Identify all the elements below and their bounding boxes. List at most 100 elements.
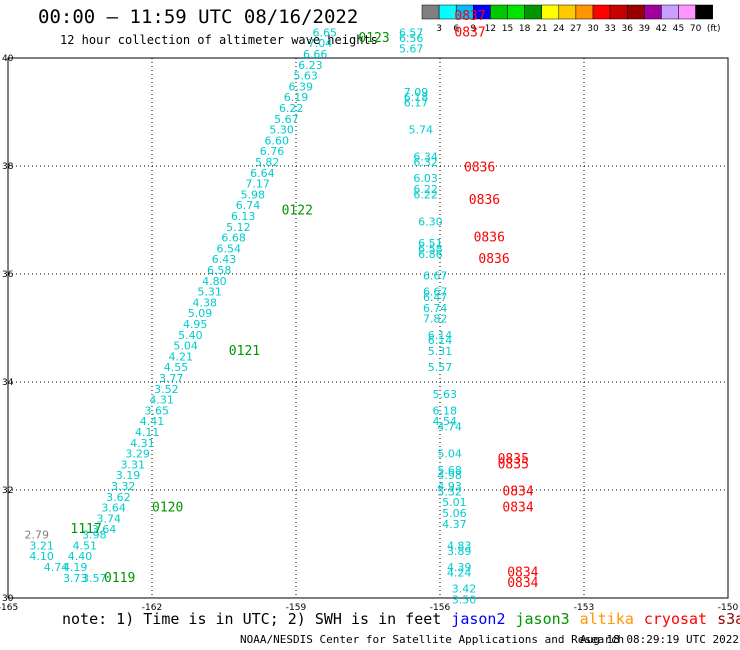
swh-value: 5.67 (274, 113, 299, 126)
y-tick-label: 30 (2, 594, 14, 604)
colorbar-label: 39 (639, 24, 651, 34)
swh-value: 6.58 (207, 264, 232, 277)
plot-frame (7, 57, 729, 599)
time-label: 0836 (474, 231, 505, 246)
swh-value: 6.18 (433, 404, 458, 417)
x-tick-label: -162 (142, 603, 162, 613)
swh-value: 4.74 (44, 561, 69, 574)
time-label: 0834 (502, 484, 533, 499)
swh-value: 7.17 (245, 178, 270, 191)
swh-value-labels: 3.733.574.744.194.10 4.403.21 4.513.983.64… (25, 26, 477, 606)
time-label: 0123 (358, 31, 389, 46)
swh-value: 6.65 (313, 26, 338, 39)
colorbar-swatch (507, 4, 525, 20)
swh-value: 6.57 (399, 26, 424, 39)
plot-border (7, 57, 729, 599)
y-tick-label: 32 (2, 486, 13, 496)
satellite-legend-jason3: jason3 (515, 610, 570, 628)
swh-value: 3.50 (452, 593, 477, 606)
satellite-legend-s3a: s3a (717, 610, 740, 628)
colorbar-swatch (695, 4, 713, 20)
swh-value: 4.41 (140, 415, 165, 428)
swh-value: 5.01 (442, 496, 467, 509)
colorbar-label: 18 (519, 24, 531, 34)
colorbar-label: 30 (587, 24, 599, 34)
swh-value: 6.58 (418, 242, 443, 255)
swh-value: 5.12 (226, 221, 251, 234)
swh-value: 5.63 (433, 388, 458, 401)
colorbar-label: 21 (536, 24, 547, 34)
swh-value: 5.30 (269, 124, 294, 137)
swh-value: 3.62 (106, 491, 131, 504)
y-tick-label: 36 (2, 270, 14, 280)
swh-value: 4.98 (437, 469, 462, 482)
footer-timestamp: Aug 18 08:29:19 UTC 2022 (580, 633, 739, 646)
swh-value: 3.21 (29, 539, 54, 552)
swh-value: 6.14 (428, 334, 453, 347)
time-label: 0837 (454, 25, 485, 40)
swh-value: 7.04 (308, 37, 333, 50)
colorbar-label: 36 (621, 24, 633, 34)
swh-value: 4.38 (193, 296, 218, 309)
time-label: 0119 (104, 571, 135, 586)
chart-title: 00:00 – 11:59 UTC 08/16/2022 (38, 6, 359, 28)
colorbar-swatch (575, 4, 594, 20)
y-tick-label: 40 (2, 54, 14, 64)
swh-value: 5.04 (173, 340, 198, 353)
satellite-legend-jason2: jason2 (451, 610, 506, 628)
colorbar-label: 27 (570, 24, 581, 34)
axis-tick-labels: -165 -162 -159 -156 -153 -150 30 32 34 36 38 40 (0, 54, 738, 613)
swh-value: 5.40 (178, 329, 203, 342)
x-tick-label: -153 (574, 603, 594, 613)
swh-value: 6.03 (413, 172, 438, 185)
swh-value: 4.80 (202, 275, 227, 288)
swh-value: 6.66 (303, 48, 328, 61)
swh-value: 6.19 (284, 91, 309, 104)
swh-value: 4.39 (447, 561, 472, 574)
swh-value: 6.32 (413, 156, 438, 169)
satellite-legend-cryosat: cryosat (643, 610, 708, 628)
colorbar-swatch (524, 4, 542, 20)
colorbar-label: 12 (485, 24, 496, 34)
swh-value: 6.68 (221, 232, 246, 245)
swh-value: 6.34 (413, 151, 438, 164)
swh-value: 6.47 (423, 291, 448, 304)
y-tick-label: 34 (2, 378, 14, 388)
colorbar-swatch (609, 4, 628, 20)
swh-value: 4.51 (73, 539, 98, 552)
swh-value: 3.74 (97, 512, 122, 525)
swh-value: 3.31 (121, 458, 146, 471)
time-label: 0122 (282, 204, 313, 219)
swh-value: 3.98 (82, 529, 107, 542)
time-label: 0834 (502, 501, 533, 516)
swh-value: 6.23 (298, 59, 323, 72)
colorbar-swatch (592, 4, 611, 20)
time-label: 0121 (229, 344, 260, 359)
swh-value: 3.29 (125, 448, 150, 461)
swh-value: 6.30 (418, 215, 443, 228)
swh-value: 6.22 (279, 102, 304, 115)
swh-value: 6.17 (404, 97, 429, 110)
swh-value: 3.19 (116, 469, 141, 482)
colorbar-swatch (626, 4, 645, 20)
swh-value: 4.11 (135, 426, 160, 439)
swh-value: 4.37 (442, 518, 467, 531)
swh-value: 7.82 (423, 313, 448, 326)
swh-value: 3.77 (159, 372, 184, 385)
colorbar-swatch (661, 4, 679, 20)
colorbar-label: 6 (453, 24, 459, 34)
swh-value: 7.09 (404, 86, 429, 99)
swh-value: 4.95 (183, 318, 208, 331)
swh-value: 4.31 (130, 437, 155, 450)
swh-value: 4.40 (68, 550, 93, 563)
swh-value: 5.98 (241, 188, 266, 201)
plot-grid (8, 58, 728, 598)
swh-value: 4.54 (433, 415, 458, 428)
swh-value: 6.64 (250, 167, 275, 180)
x-tick-label: -156 (430, 603, 451, 613)
footer-note-line: note: 1) Time is in UTC; 2) SWH is in fe… (62, 610, 740, 628)
swh-value: 3.73 (63, 572, 88, 585)
swh-value: 6.67 (423, 286, 448, 299)
swh-value: 4.10 (29, 550, 54, 563)
colorbar-label: 70 (690, 24, 702, 34)
